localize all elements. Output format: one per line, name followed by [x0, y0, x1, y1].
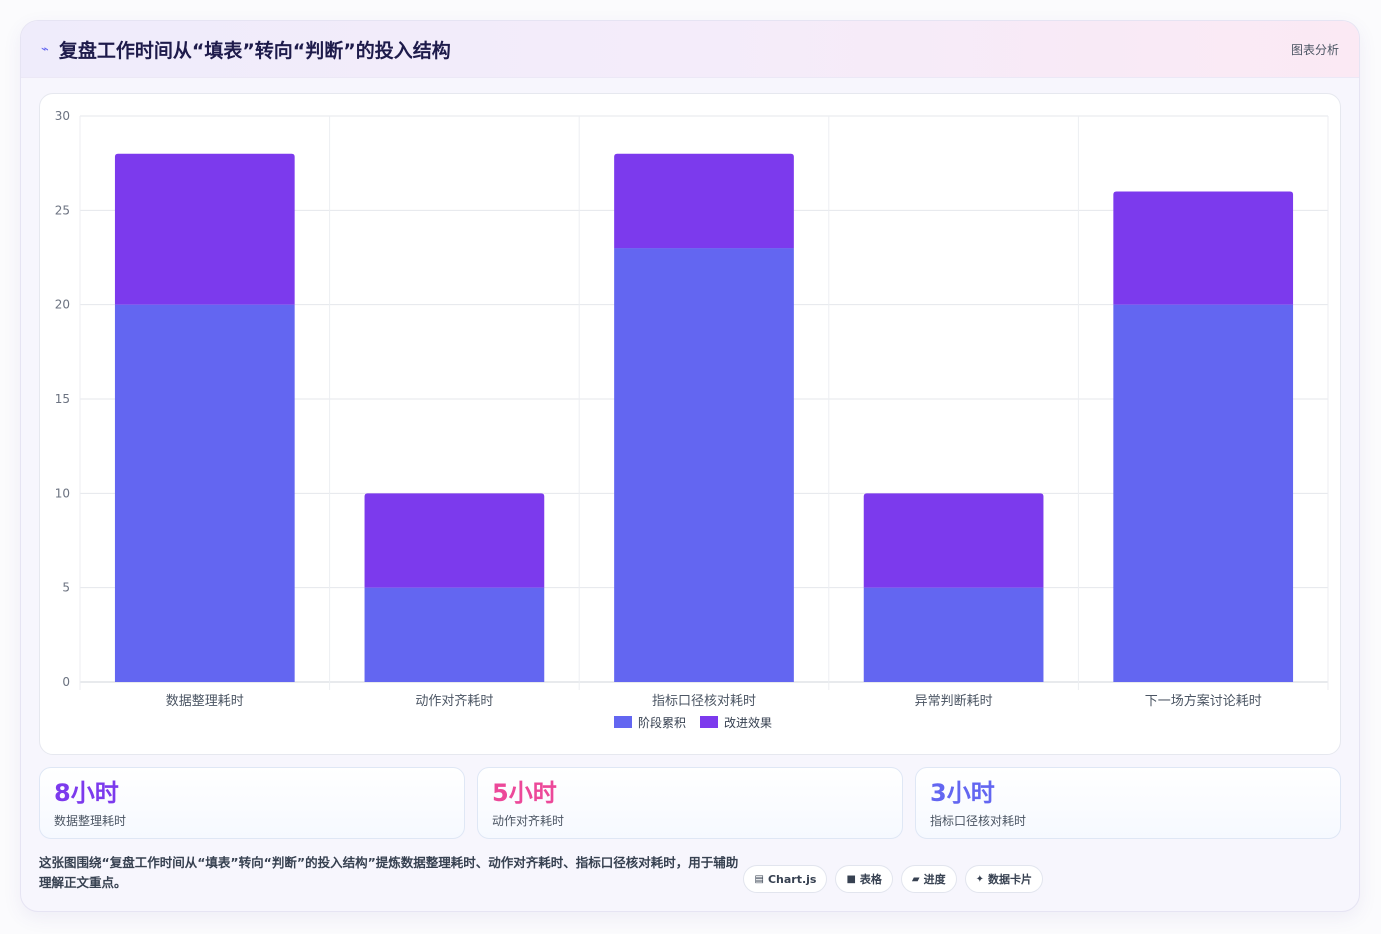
sparkline-icon: ⌁: [41, 41, 49, 57]
y-tick-label: 10: [55, 486, 70, 500]
bar-segment: [863, 493, 1044, 588]
table-icon: ■: [846, 873, 856, 885]
stat-card-action-alignment: 5小时 动作对齐耗时: [477, 767, 903, 839]
stacked-bar-chart: 0 5 10 15 20 25 30 数据整理耗时 动作对齐耗时 指标口径核对耗时 异常判断耗时 下一…: [55, 109, 1329, 730]
bar-segment: [614, 248, 794, 683]
pill-chartjs[interactable]: ▤ Chart.js: [743, 865, 828, 893]
pill-data-card[interactable]: ✦ 数据卡片: [964, 865, 1043, 893]
card-header: ⌁ 复盘工作时间从“填表”转向“判断”的投入结构 图表分析: [21, 21, 1359, 78]
bar-segment: [114, 304, 295, 682]
stat-value: 8小时: [54, 779, 119, 807]
bar-segment: [1113, 191, 1294, 305]
chart-container: 0 5 10 15 20 25 30 数据整理耗时 动作对齐耗时 指标口径核对耗时 异常判断耗时 下一…: [39, 93, 1341, 755]
bar-segment: [614, 153, 794, 249]
title-wrap: ⌁ 复盘工作时间从“填表”转向“判断”的投入结构: [41, 36, 451, 63]
y-tick-label: 20: [55, 298, 70, 312]
bar-segment: [364, 587, 545, 682]
pill-label: 表格: [859, 873, 882, 886]
pill-progress[interactable]: ▰ 进度: [900, 865, 957, 893]
legend-swatch: [700, 716, 718, 728]
data-card-icon: ✦: [975, 873, 984, 885]
legend-swatch: [614, 716, 632, 728]
bar-segment: [1113, 304, 1294, 682]
y-tick-label: 0: [62, 675, 70, 689]
progress-icon: ▰: [911, 873, 920, 885]
stat-label: 动作对齐耗时: [492, 814, 565, 828]
y-tick-label: 15: [55, 392, 70, 406]
pill-table[interactable]: ■ 表格: [835, 865, 893, 893]
stat-label: 数据整理耗时: [54, 814, 127, 828]
chart-description: 这张图围绕“复盘工作时间从“填表”转向“判断”的投入结构”提炼数据整理耗时、动作…: [39, 855, 739, 890]
chart-card: ⌁ 复盘工作时间从“填表”转向“判断”的投入结构 图表分析 0 5 10 15 20 25…: [20, 20, 1360, 912]
stat-label: 指标口径核对耗时: [930, 814, 1027, 828]
x-tick-label: 数据整理耗时: [166, 694, 244, 709]
legend-label: 改进效果: [724, 715, 772, 730]
stat-card-metric-check: 3小时 指标口径核对耗时: [915, 767, 1341, 839]
card-footer: 这张图围绕“复盘工作时间从“填表”转向“判断”的投入结构”提炼数据整理耗时、动作…: [39, 853, 1341, 901]
bar-segment: [863, 587, 1044, 682]
pill-label: 进度: [923, 873, 946, 886]
bar-segment: [364, 493, 545, 588]
pill-label: Chart.js: [767, 872, 817, 886]
card-title: 复盘工作时间从“填表”转向“判断”的投入结构: [58, 39, 451, 62]
x-tick-label: 下一场方案讨论耗时: [1145, 693, 1262, 709]
chart-analysis-tag: 图表分析: [1290, 42, 1339, 57]
legend-label: 阶段累积: [638, 715, 686, 730]
x-tick-label: 异常判断耗时: [915, 694, 993, 709]
y-tick-label: 25: [55, 203, 70, 217]
stat-card-data-organizing: 8小时 数据整理耗时: [39, 767, 465, 839]
bar-segment: [114, 153, 295, 305]
x-tick-label: 动作对齐耗时: [415, 693, 493, 709]
y-tick-label: 5: [62, 581, 70, 595]
tech-pills: ▤ Chart.js ■ 表格 ▰ 进度 ✦ 数据卡片: [743, 865, 1043, 893]
stat-value: 3小时: [930, 779, 995, 807]
x-tick-label: 指标口径核对耗时: [652, 694, 756, 709]
chart-icon: ▤: [754, 873, 764, 885]
pill-label: 数据卡片: [988, 873, 1032, 886]
stat-cards: 8小时 数据整理耗时 5小时 动作对齐耗时 3小时 指标口径核对耗时: [39, 767, 1341, 841]
stat-value: 5小时: [492, 779, 557, 807]
y-tick-label: 30: [55, 109, 70, 123]
